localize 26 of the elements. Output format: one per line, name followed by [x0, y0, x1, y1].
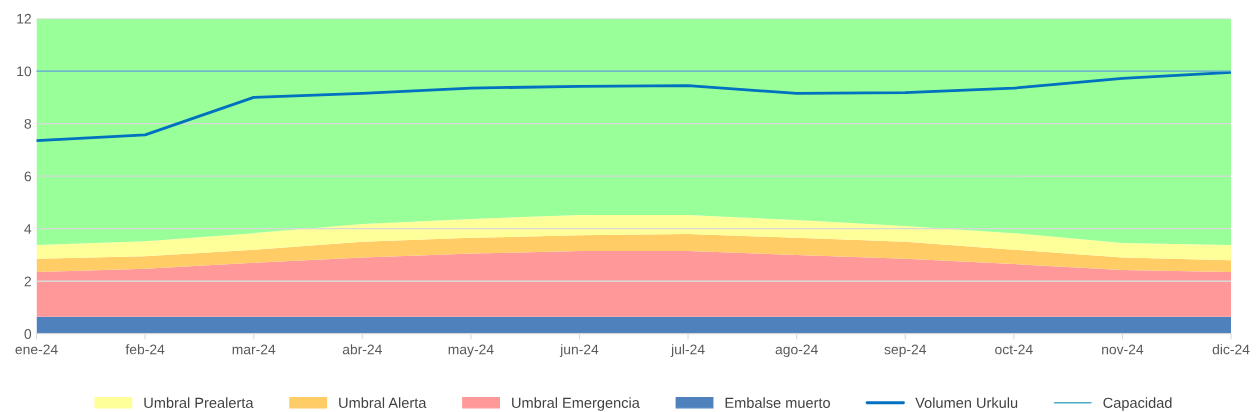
x-tick-label: may-24 [448, 344, 494, 358]
x-tick-label: nov-24 [1102, 344, 1144, 355]
legend-label: Umbral Prealerta [144, 397, 254, 408]
x-tick-label: sep-24 [884, 344, 927, 358]
x-tick-label: jun-24 [559, 344, 599, 358]
legend-label: Embalse muerto [725, 397, 830, 408]
legend-label: Capacidad [1103, 397, 1172, 411]
y-tick-label: 4 [24, 224, 32, 234]
y-tick-label: 12 [17, 13, 31, 24]
x-tick-label: dic-24 [1212, 344, 1250, 355]
y-tick-label: 0 [24, 329, 32, 339]
y-tick-label: 10 [17, 66, 32, 77]
x-tick-label: ene-24 [15, 344, 58, 355]
y-tick-label: 6 [24, 171, 32, 182]
line-series [36, 70, 1232, 143]
y-tick-label: 2 [24, 276, 31, 287]
x-tick-label: ago-24 [775, 344, 818, 358]
x-tick-label: abr-24 [342, 344, 382, 355]
legend-label: Volumen Urkulu [915, 397, 1018, 408]
x-tick-label: jul-24 [670, 344, 705, 358]
x-tick-label: feb-24 [125, 344, 165, 355]
x-tick-label: oct-24 [995, 344, 1033, 355]
legend-label: Umbral Emergencia [512, 397, 640, 411]
legend-label: Umbral Alerta [339, 397, 427, 408]
x-tick-label: mar-24 [232, 344, 276, 355]
y-tick-label: 8 [24, 118, 32, 129]
